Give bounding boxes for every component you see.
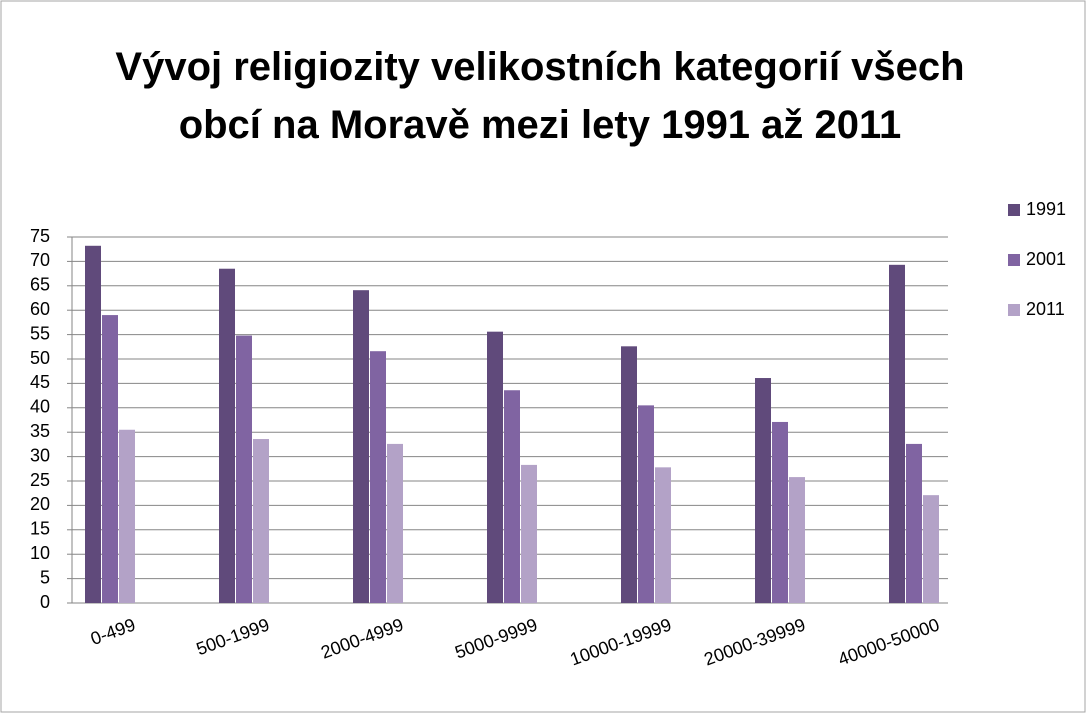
- bar: [119, 429, 135, 603]
- bar: [370, 351, 386, 603]
- bar: [219, 268, 235, 603]
- legend-label: 2001: [1026, 249, 1066, 269]
- bar: [923, 495, 939, 603]
- y-tick-label: 30: [30, 445, 50, 465]
- x-tick-label: 10000-19999: [567, 614, 674, 669]
- legend-swatch: [1008, 304, 1020, 316]
- bar: [236, 335, 252, 603]
- y-tick-label: 75: [30, 226, 50, 246]
- y-tick-label: 40: [30, 397, 50, 417]
- bar: [387, 443, 403, 603]
- x-tick-label: 20000-39999: [701, 614, 808, 669]
- legend-label: 1991: [1026, 199, 1066, 219]
- x-tick-label: 5000-9999: [452, 614, 540, 662]
- x-tick-label: 40000-50000: [835, 614, 942, 669]
- bar: [906, 443, 922, 603]
- bar: [638, 405, 654, 603]
- bar: [353, 290, 369, 603]
- y-tick-label: 55: [30, 323, 50, 343]
- x-tick-label: 2000-4999: [318, 614, 406, 662]
- y-tick-label: 70: [30, 250, 50, 270]
- bar: [85, 245, 101, 603]
- bar: [755, 378, 771, 603]
- y-tick-label: 20: [30, 494, 50, 514]
- y-tick-label: 15: [30, 519, 50, 539]
- bar: [102, 315, 118, 603]
- bar: [487, 331, 503, 603]
- bar: [253, 439, 269, 603]
- chart-title: Vývoj religiozity velikostních kategorií…: [115, 45, 965, 147]
- bar: [889, 264, 905, 603]
- y-tick-label: 65: [30, 275, 50, 295]
- bar: [621, 346, 637, 603]
- legend-swatch: [1008, 254, 1020, 266]
- bar: [504, 390, 520, 603]
- bar: [655, 467, 671, 603]
- y-tick-label: 35: [30, 421, 50, 441]
- y-tick-label: 25: [30, 470, 50, 490]
- legend-label: 2011: [1026, 299, 1065, 319]
- bar: [772, 421, 788, 603]
- y-tick-label: 0: [40, 592, 50, 612]
- y-tick-label: 50: [30, 348, 50, 368]
- legend-swatch: [1008, 204, 1020, 216]
- y-tick-label: 5: [40, 567, 50, 587]
- x-tick-label: 500-1999: [194, 614, 272, 659]
- x-tick-label: 0-499: [88, 614, 138, 649]
- y-tick-label: 10: [30, 543, 50, 563]
- bar: [789, 477, 805, 603]
- y-tick-label: 60: [30, 299, 50, 319]
- y-tick-label: 45: [30, 372, 50, 392]
- bar: [521, 464, 537, 603]
